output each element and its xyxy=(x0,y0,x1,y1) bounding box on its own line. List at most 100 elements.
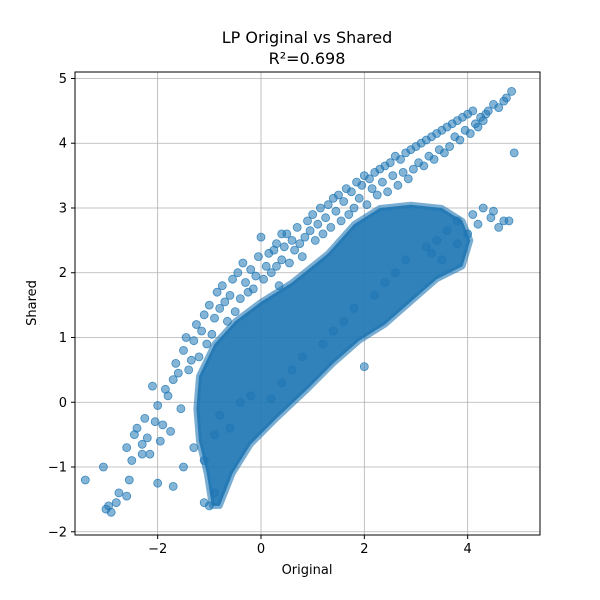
scatter-point xyxy=(349,303,359,313)
scatter-point xyxy=(287,235,297,245)
scatter-point xyxy=(241,278,250,287)
scatter-point xyxy=(419,161,429,171)
y-tick-label: −1 xyxy=(48,461,67,476)
scatter-point xyxy=(473,122,483,132)
y-tick-label: 4 xyxy=(59,137,67,152)
scatter-point xyxy=(385,158,395,168)
scatter-point xyxy=(507,87,517,96)
scatter-point xyxy=(210,313,219,323)
scatter-point xyxy=(349,203,359,213)
scatter-point xyxy=(150,417,160,427)
scatter-point xyxy=(140,413,150,423)
scatter-point xyxy=(357,180,367,190)
scatter-point xyxy=(442,226,452,236)
dense-point-cloud xyxy=(193,201,474,509)
scatter-point xyxy=(313,219,323,229)
scatter-point xyxy=(445,142,455,151)
scatter-point xyxy=(166,426,176,436)
scatter-point xyxy=(326,222,336,232)
scatter-point xyxy=(328,326,338,336)
scatter-point xyxy=(323,200,333,210)
scatter-point xyxy=(295,239,305,249)
scatter-point xyxy=(318,229,328,239)
scatter-point xyxy=(194,352,204,362)
scatter-point xyxy=(336,216,346,226)
scatter-point xyxy=(303,216,312,226)
scatter-point xyxy=(148,381,157,391)
scatter-point xyxy=(483,106,493,116)
scatter-point xyxy=(305,226,315,236)
scatter-point xyxy=(473,219,483,229)
scatter-point xyxy=(427,248,436,258)
scatter-point xyxy=(186,355,196,365)
scatter-point xyxy=(215,410,225,420)
scatter-point xyxy=(277,229,287,239)
y-tick-label: 3 xyxy=(59,201,67,216)
scatter-point xyxy=(266,268,276,278)
scatter-point xyxy=(235,397,245,407)
scatter-point xyxy=(300,232,310,242)
scatter-point xyxy=(246,391,256,401)
scatter-point xyxy=(272,239,281,249)
scatter-point xyxy=(176,404,186,414)
scatter-point xyxy=(354,193,364,203)
y-tick-label: −2 xyxy=(48,525,67,540)
scatter-point xyxy=(225,423,235,433)
scatter-point xyxy=(297,252,307,262)
scatter-point xyxy=(501,93,511,103)
scatter-point xyxy=(168,375,178,385)
scatter-point xyxy=(168,481,178,491)
scatter-point xyxy=(155,436,165,446)
scatter-point xyxy=(362,200,372,210)
scatter-point xyxy=(365,174,374,184)
scatter-point xyxy=(372,190,382,200)
scatter-point xyxy=(228,274,238,284)
scatter-point xyxy=(455,135,465,145)
scatter-point xyxy=(486,213,496,223)
scatter-point xyxy=(127,456,137,465)
scatter-point xyxy=(509,148,519,158)
y-tick-label: 0 xyxy=(59,396,67,411)
scatter-point xyxy=(251,271,261,281)
scatter-point xyxy=(308,210,318,219)
scatter-point xyxy=(142,433,152,443)
scatter-point xyxy=(266,394,276,404)
scatter-point xyxy=(173,368,183,378)
scatter-point xyxy=(396,154,405,164)
x-tick-label: 2 xyxy=(360,542,368,557)
scatter-point xyxy=(238,258,248,268)
scatter-point xyxy=(437,255,447,265)
scatter-point xyxy=(158,420,168,430)
scatter-point xyxy=(191,320,201,329)
scatter-point xyxy=(318,339,328,349)
scatter-point xyxy=(272,261,281,271)
chart-subtitle: R²=0.698 xyxy=(269,49,346,68)
scatter-point xyxy=(210,430,219,440)
scatter-point xyxy=(248,284,258,294)
scatter-point xyxy=(359,362,369,372)
scatter-point xyxy=(315,203,325,213)
scatter-point xyxy=(153,478,163,488)
scatter-point xyxy=(253,252,263,262)
scatter-point xyxy=(246,265,256,274)
scatter-point xyxy=(287,365,297,375)
scatter-point xyxy=(256,232,266,242)
scatter-point xyxy=(380,278,390,287)
scatter-point xyxy=(222,316,232,326)
scatter-point xyxy=(106,507,116,517)
scatter-point xyxy=(220,297,230,307)
x-tick-label: 0 xyxy=(257,542,265,557)
scatter-point xyxy=(339,316,349,326)
scatter-point xyxy=(468,210,478,219)
scatter-point xyxy=(212,287,222,297)
scatter-point xyxy=(181,333,191,342)
scatter-point xyxy=(346,187,356,197)
scatter-point xyxy=(261,261,271,271)
scatter-point xyxy=(230,307,240,317)
scatter-point xyxy=(279,242,289,252)
y-axis-label: Shared xyxy=(25,280,40,326)
scatter-point xyxy=(189,336,199,346)
scatter-point xyxy=(179,462,188,472)
scatter-point xyxy=(199,498,209,508)
